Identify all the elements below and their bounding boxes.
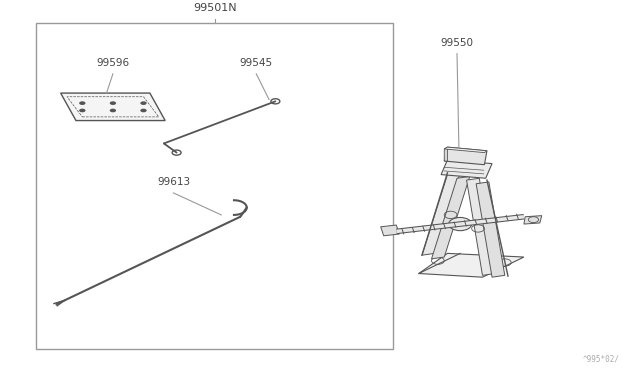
Polygon shape — [431, 176, 470, 259]
Polygon shape — [444, 147, 447, 161]
Polygon shape — [476, 182, 505, 277]
Text: 99550: 99550 — [440, 38, 474, 48]
Polygon shape — [467, 178, 495, 275]
Text: 99501N: 99501N — [193, 3, 237, 13]
Circle shape — [140, 101, 147, 105]
Text: 99613: 99613 — [157, 177, 190, 187]
Polygon shape — [444, 147, 487, 165]
Polygon shape — [61, 93, 165, 121]
Circle shape — [140, 109, 147, 112]
Circle shape — [79, 109, 86, 112]
Circle shape — [449, 218, 472, 231]
Text: ^995*02/: ^995*02/ — [582, 354, 620, 363]
Text: 99596: 99596 — [97, 58, 129, 68]
Polygon shape — [524, 216, 541, 224]
Circle shape — [109, 109, 116, 112]
Polygon shape — [441, 160, 492, 178]
Text: 99545: 99545 — [240, 58, 273, 68]
Circle shape — [79, 101, 86, 105]
Polygon shape — [419, 253, 524, 277]
Circle shape — [109, 101, 116, 105]
Bar — [381, 225, 399, 236]
Polygon shape — [422, 173, 460, 255]
Polygon shape — [444, 147, 487, 153]
Bar — [36, 23, 394, 349]
